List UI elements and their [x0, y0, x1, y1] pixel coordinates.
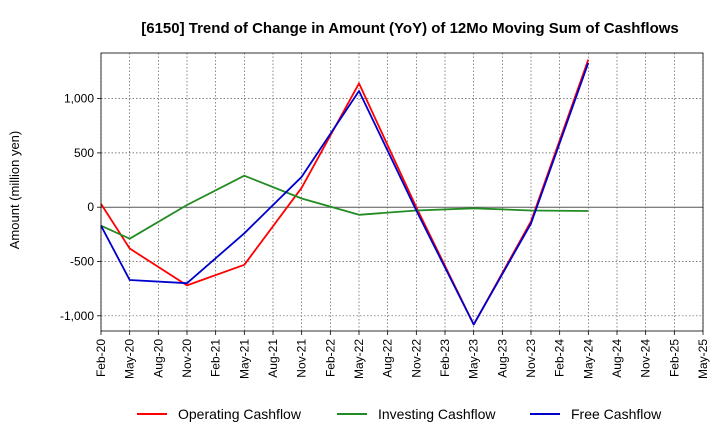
x-tick-labels: Feb-20 May-20 Aug-20 Nov-20 Feb-21 May-21 Aug-… — [94, 331, 710, 379]
series-line-free-cashflow — [100, 62, 590, 326]
x-tick-label: May-20 — [123, 339, 137, 379]
legend-label: Investing Cashflow — [378, 406, 496, 422]
legend: Operating Cashflow Investing Cashflow Free… — [137, 406, 662, 422]
y-tick-label: 500 — [74, 146, 94, 160]
y-tick-label: -1,000 — [60, 309, 94, 323]
x-tick-label: Nov-22 — [409, 339, 423, 378]
y-axis-label: Amount (million yen) — [7, 131, 22, 250]
x-tick-label: Aug-21 — [266, 339, 280, 378]
x-tick-label: Aug-23 — [495, 339, 509, 378]
x-tick-label: Aug-24 — [610, 339, 624, 378]
x-tick-label: Aug-22 — [381, 339, 395, 378]
x-tick-label: Feb-22 — [323, 339, 337, 377]
x-tick-label: Feb-23 — [438, 339, 452, 377]
series-line-operating-cashflow — [100, 59, 590, 326]
x-tick-label: Nov-20 — [180, 339, 194, 378]
legend-label: Free Cashflow — [571, 406, 662, 422]
y-tick-label: -500 — [70, 255, 94, 269]
x-tick-label: Aug-20 — [151, 339, 165, 378]
x-tick-label: Nov-23 — [524, 339, 538, 378]
plot-frame — [100, 52, 704, 332]
x-tick-label: Feb-21 — [209, 339, 223, 377]
y-tick-labels: -1,000 -500 0 500 1,000 — [60, 92, 101, 323]
series-lines — [100, 59, 590, 326]
y-tick-label: 0 — [87, 200, 94, 214]
x-tick-label: Feb-24 — [553, 339, 567, 377]
x-tick-label: May-25 — [696, 339, 710, 379]
x-tick-label: May-22 — [352, 339, 366, 379]
chart-title: [6150] Trend of Change in Amount (YoY) o… — [141, 20, 679, 37]
x-tick-label: May-23 — [467, 339, 481, 379]
series-line-investing-cashflow — [100, 174, 589, 240]
y-tick-label: 1,000 — [64, 92, 94, 106]
x-tick-label: Feb-25 — [667, 339, 681, 377]
x-tick-label: Feb-20 — [94, 339, 108, 377]
x-tick-label: May-24 — [581, 339, 595, 379]
legend-label: Operating Cashflow — [178, 406, 302, 422]
x-tick-label: Nov-24 — [639, 339, 653, 378]
x-tick-label: May-21 — [237, 339, 251, 379]
grid — [100, 53, 704, 331]
x-tick-label: Nov-21 — [295, 339, 309, 378]
